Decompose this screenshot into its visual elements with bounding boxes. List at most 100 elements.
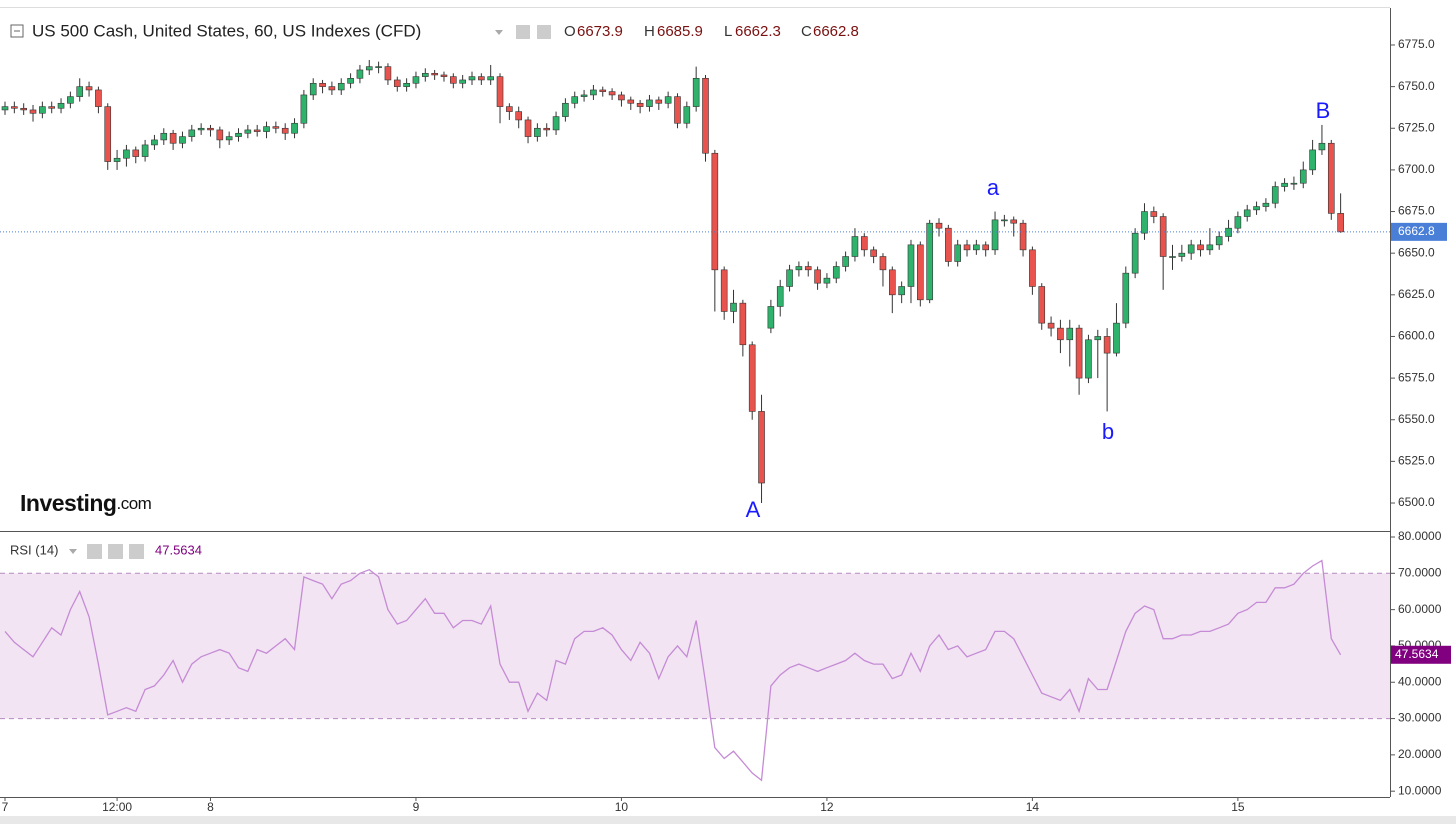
candle-body [39,106,46,114]
candle-body [1225,227,1232,237]
collapse-icon[interactable] [10,24,24,38]
candle-body [552,116,560,131]
candle-body [590,89,597,96]
ohlc-value: 6673.9 [577,23,623,40]
ohlc-label: O [564,23,576,40]
candle-body [365,66,373,71]
candle-body [67,96,74,104]
candle-body [235,132,242,137]
y-tick-label: 6650.0 [1398,245,1435,259]
candle-body [1001,219,1008,222]
eye-icon[interactable] [516,25,530,39]
candle-body [795,266,803,271]
rsi-band [0,573,1390,719]
candle-body [935,222,943,229]
candle-body [328,86,336,91]
candle-body [534,127,541,137]
last-price-label: 6662.8 [1398,224,1435,238]
candle-body [571,96,579,104]
candle-body [888,269,896,296]
candle-body [1075,327,1083,379]
candle-body [1029,249,1036,287]
candle-body [898,286,905,296]
logo-suffix: .com [116,494,151,513]
candle-body [1085,339,1092,379]
dropdown-arrow[interactable] [495,30,503,35]
eye-icon[interactable] [87,544,102,559]
candle-body [739,302,747,346]
candle-body [132,149,140,157]
candle-body [562,102,569,117]
candle-body [767,306,775,329]
candle-body [169,132,177,144]
candle-body [823,277,831,284]
candle-body [309,82,317,96]
candle-body [188,129,196,137]
y-tick-label: 6625.0 [1398,287,1435,301]
logo: Investing.com [20,490,152,516]
candle-body [1103,336,1111,354]
candle-body [1159,216,1167,257]
candle-body [347,77,354,84]
candle-body [674,96,681,124]
y-tick-label: 10.0000 [1398,783,1442,797]
candle-body [1122,272,1130,324]
wave-label: A [746,497,761,522]
candle-body [655,99,663,104]
candle-body [1197,244,1204,251]
candle-body [468,76,476,81]
ohlc-value: 6662.8 [813,23,859,40]
ohlc-value: 6685.9 [657,23,703,40]
x-tick-label: 9 [413,800,420,814]
y-tick-label: 6700.0 [1398,162,1435,176]
candle-body [403,82,410,87]
rsi-line [4,559,1342,782]
y-tick-label: 40.0000 [1398,674,1442,688]
candle-body [748,344,756,412]
candle-body [692,77,700,107]
candle-body [29,109,37,114]
candle-body [496,76,504,107]
candle-body [599,89,607,92]
ohlc-value: 6662.3 [735,23,781,40]
dropdown-arrow[interactable] [69,549,77,554]
candle-body [991,219,999,251]
candle-body [207,127,214,131]
candle-body [1215,236,1223,246]
candle-body [225,136,233,141]
candle-body [478,76,485,81]
candle-body [1243,209,1251,217]
x-tick-label: 8 [207,800,214,814]
rsi-badge-label: 47.5634 [1395,647,1439,661]
candle-body [263,126,270,132]
candle-body [627,99,635,104]
y-tick-label: 6500.0 [1398,495,1435,509]
close-icon[interactable] [129,544,144,559]
candle-body [973,244,980,251]
settings-icon[interactable] [108,544,123,559]
candle-body [160,132,168,141]
candle-body [720,269,728,312]
candle-body [842,256,849,267]
rsi-title: RSI (14) [10,542,58,557]
candle-body [487,76,494,81]
y-tick-label: 6725.0 [1398,120,1435,134]
candle-body [954,244,961,262]
candle-body [281,127,289,134]
candle-body [253,129,261,132]
candle-body [1253,206,1260,211]
candle-body [1262,202,1270,207]
settings-icon[interactable] [537,25,551,39]
y-tick-label: 6550.0 [1398,412,1435,426]
candle-body [1038,286,1046,324]
candle-body [1066,327,1074,341]
rsi-value: 47.5634 [155,542,202,557]
candle-body [356,69,364,79]
candle-body [730,302,737,312]
candle-body [524,119,532,137]
candle-body [450,76,457,84]
marks [0,59,1390,782]
candle-body [636,102,644,107]
candle-body [300,94,308,124]
y-tick-label: 6775.0 [1398,37,1435,51]
